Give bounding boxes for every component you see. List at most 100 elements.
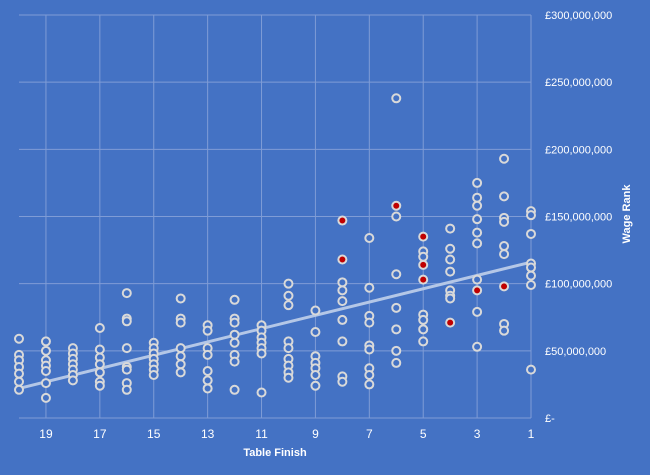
x-tick-label: 7 bbox=[366, 427, 373, 441]
data-point bbox=[202, 365, 213, 376]
data-point bbox=[445, 223, 456, 234]
highlighted-data-point bbox=[472, 285, 483, 296]
data-point bbox=[202, 375, 213, 386]
highlighted-data-point bbox=[391, 200, 402, 211]
data-point bbox=[472, 214, 483, 225]
data-point bbox=[229, 329, 240, 340]
data-point bbox=[391, 302, 402, 313]
data-point bbox=[94, 344, 105, 355]
data-point bbox=[526, 364, 536, 375]
x-axis-ticks: 19 17 15 13 11 9 7 5 3 1 bbox=[39, 427, 534, 441]
data-point bbox=[472, 274, 483, 285]
data-point bbox=[14, 333, 24, 344]
data-point bbox=[445, 266, 456, 277]
data-point bbox=[445, 254, 456, 265]
data-point bbox=[499, 241, 510, 252]
data-point bbox=[364, 379, 375, 390]
data-point bbox=[229, 317, 240, 328]
data-point bbox=[310, 380, 321, 391]
data-point bbox=[94, 322, 105, 333]
data-point bbox=[229, 356, 240, 367]
highlighted-data-point bbox=[337, 254, 348, 265]
data-point bbox=[121, 343, 132, 354]
y-axis-label: Wage Rank bbox=[621, 184, 633, 244]
data-point bbox=[229, 384, 240, 395]
x-tick-label: 5 bbox=[420, 427, 427, 441]
data-point bbox=[418, 314, 429, 325]
trendline-group bbox=[17, 260, 533, 390]
data-point bbox=[202, 325, 213, 336]
data-point bbox=[499, 249, 510, 260]
data-point bbox=[391, 211, 402, 222]
data-point bbox=[202, 383, 213, 394]
data-point bbox=[499, 216, 510, 227]
data-point bbox=[364, 317, 375, 328]
data-point bbox=[175, 293, 186, 304]
data-point bbox=[337, 376, 348, 387]
data-point bbox=[472, 341, 483, 352]
data-point bbox=[472, 306, 483, 317]
data-point bbox=[364, 232, 375, 243]
data-point bbox=[526, 280, 536, 291]
y-tick-label: £- bbox=[545, 413, 555, 425]
data-point bbox=[175, 359, 186, 370]
highlighted-data-point bbox=[445, 317, 456, 328]
data-point bbox=[310, 305, 321, 316]
data-point bbox=[121, 364, 132, 375]
data-point bbox=[337, 277, 348, 288]
y-tick-label: £150,000,000 bbox=[545, 212, 612, 224]
data-point bbox=[472, 227, 483, 238]
data-point bbox=[229, 337, 240, 348]
data-point bbox=[283, 343, 294, 354]
highlighted-data-point bbox=[418, 259, 429, 270]
data-point bbox=[526, 210, 536, 221]
x-tick-label: 9 bbox=[312, 427, 319, 441]
data-point bbox=[337, 285, 348, 296]
data-point bbox=[94, 359, 105, 370]
data-point bbox=[418, 336, 429, 347]
data-point bbox=[391, 269, 402, 280]
data-point bbox=[256, 387, 267, 398]
data-point bbox=[121, 316, 132, 327]
data-point bbox=[121, 288, 132, 299]
x-tick-label: 13 bbox=[201, 427, 215, 441]
data-point bbox=[14, 368, 24, 379]
data-point bbox=[337, 296, 348, 307]
data-point bbox=[472, 177, 483, 188]
data-point bbox=[526, 228, 536, 239]
data-point bbox=[364, 282, 375, 293]
data-point bbox=[94, 367, 105, 378]
data-point bbox=[364, 370, 375, 381]
y-tick-label: £300,000,000 bbox=[545, 10, 612, 22]
data-point bbox=[499, 153, 510, 164]
x-axis-label: Table Finish bbox=[243, 447, 307, 459]
data-point bbox=[499, 325, 510, 336]
data-point bbox=[337, 314, 348, 325]
data-point bbox=[391, 357, 402, 368]
highlighted-data-point bbox=[499, 281, 510, 292]
highlighted-data-point bbox=[337, 215, 348, 226]
data-point bbox=[472, 200, 483, 211]
highlighted-data-point bbox=[418, 274, 429, 285]
x-tick-label: 15 bbox=[147, 427, 161, 441]
data-point bbox=[175, 367, 186, 378]
data-point bbox=[499, 191, 510, 202]
data-point bbox=[418, 251, 429, 262]
y-tick-label: £100,000,000 bbox=[545, 279, 612, 291]
y-tick-label: £250,000,000 bbox=[545, 77, 612, 89]
data-point bbox=[445, 293, 456, 304]
data-point bbox=[418, 324, 429, 335]
data-point bbox=[526, 262, 536, 273]
data-point bbox=[40, 345, 51, 356]
data-point bbox=[40, 392, 51, 403]
data-point bbox=[229, 294, 240, 305]
data-point bbox=[40, 365, 51, 376]
data-point bbox=[202, 349, 213, 360]
data-point bbox=[14, 376, 24, 387]
data-point bbox=[310, 370, 321, 381]
data-point bbox=[283, 300, 294, 311]
data-point bbox=[283, 278, 294, 289]
x-tick-label: 17 bbox=[93, 427, 107, 441]
data-point bbox=[175, 343, 186, 354]
